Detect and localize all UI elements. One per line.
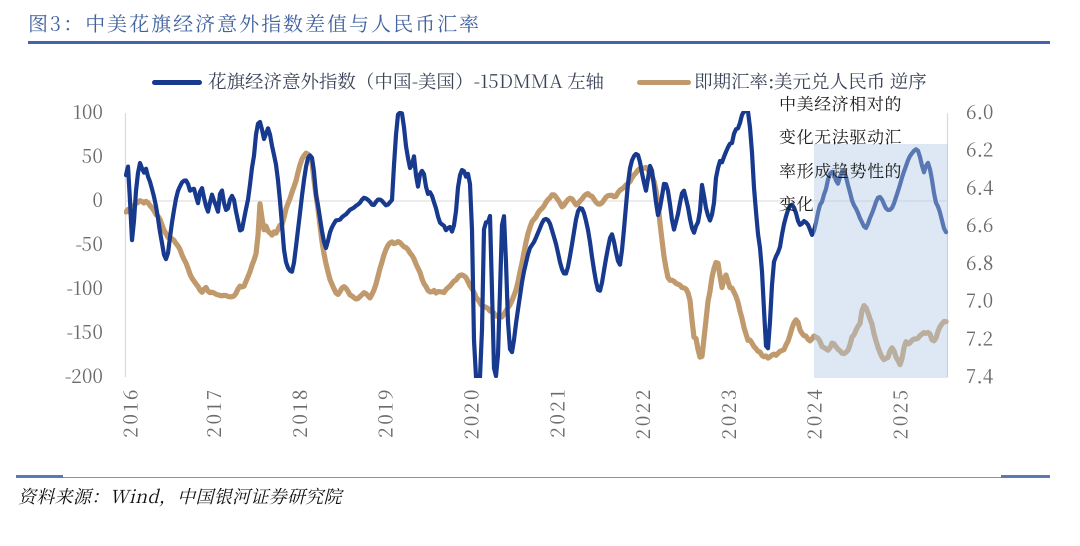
- svg-text:7.0: 7.0: [966, 287, 993, 314]
- svg-text:6.4: 6.4: [966, 173, 994, 200]
- svg-text:2025: 2025: [887, 387, 914, 439]
- svg-text:2021: 2021: [543, 387, 570, 438]
- svg-text:7.4: 7.4: [966, 362, 994, 389]
- svg-text:7.2: 7.2: [966, 324, 993, 351]
- svg-text:-150: -150: [66, 318, 103, 345]
- svg-text:6.6: 6.6: [966, 211, 993, 238]
- svg-text:2018: 2018: [286, 387, 313, 438]
- svg-text:2022: 2022: [629, 387, 656, 439]
- svg-text:6.0: 6.0: [966, 98, 993, 125]
- svg-text:2024: 2024: [801, 387, 828, 439]
- svg-text:100: 100: [73, 98, 103, 125]
- svg-text:0: 0: [92, 186, 103, 213]
- svg-text:2020: 2020: [458, 387, 485, 439]
- svg-text:2016: 2016: [117, 387, 144, 438]
- svg-text:6.8: 6.8: [966, 249, 993, 276]
- svg-text:2023: 2023: [715, 387, 742, 439]
- svg-text:-50: -50: [75, 230, 103, 257]
- svg-text:2019: 2019: [372, 387, 399, 438]
- svg-text:-100: -100: [66, 274, 103, 301]
- svg-text:6.2: 6.2: [966, 136, 993, 163]
- svg-text:-200: -200: [65, 362, 103, 389]
- svg-text:2017: 2017: [200, 387, 227, 438]
- svg-text:50: 50: [82, 142, 103, 169]
